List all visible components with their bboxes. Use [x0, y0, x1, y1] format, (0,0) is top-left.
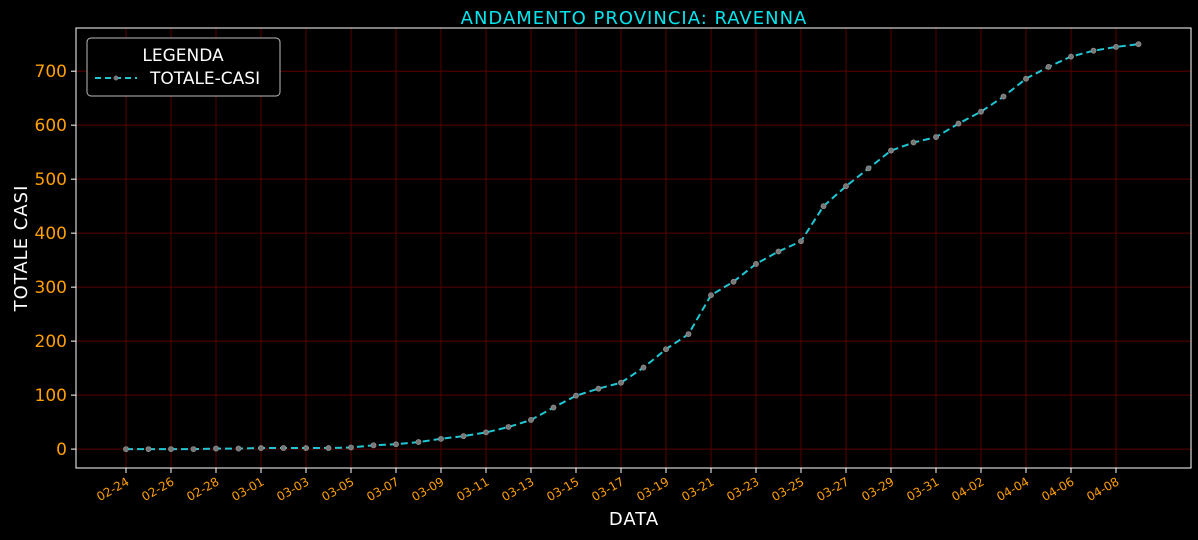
data-point	[168, 446, 174, 453]
data-point	[1000, 93, 1007, 100]
y-tick-label: 400	[35, 224, 67, 244]
x-tick-label: 02-28	[184, 474, 221, 504]
x-axis: 02-24 02-26 02-28 03-01 03-03 03-05 03-07 03-09…	[94, 468, 1122, 504]
y-tick-label: 200	[35, 332, 67, 352]
data-point	[595, 385, 602, 392]
data-point	[438, 435, 444, 442]
data-point	[505, 424, 512, 430]
x-tick-label: 03-25	[769, 474, 806, 504]
y-tick-label: 0	[56, 440, 67, 460]
data-point	[865, 165, 872, 172]
data-point	[888, 147, 894, 154]
x-tick-label: 04-02	[949, 474, 986, 504]
data-point	[708, 292, 714, 299]
x-tick-label: 02-24	[94, 474, 131, 504]
data-point	[1045, 63, 1052, 70]
data-point	[955, 120, 962, 127]
data-point	[730, 278, 737, 285]
data-point	[1135, 41, 1142, 48]
y-tick-label: 100	[35, 386, 67, 406]
data-point	[753, 261, 759, 267]
data-point	[213, 445, 219, 452]
x-tick-label: 02-26	[139, 474, 176, 504]
chart-title: ANDAMENTO PROVINCIA: RAVENNA	[461, 8, 808, 29]
data-point	[280, 445, 287, 451]
data-point	[663, 346, 669, 353]
data-point	[933, 134, 939, 140]
data-point	[348, 444, 354, 451]
grid	[76, 28, 1191, 468]
data-point	[123, 446, 129, 453]
data-point	[1068, 53, 1074, 60]
data-point	[1113, 43, 1119, 50]
x-tick-label: 03-07	[364, 474, 401, 504]
x-tick-label: 03-21	[679, 474, 716, 504]
x-tick-label: 04-08	[1084, 474, 1121, 504]
data-point	[978, 108, 984, 115]
series-line	[126, 43, 1139, 451]
x-tick-label: 03-03	[274, 474, 311, 504]
data-point	[258, 445, 264, 451]
data-point	[1090, 47, 1097, 54]
y-tick-label: 600	[35, 116, 67, 136]
legend-box	[86, 37, 281, 97]
data-point	[528, 417, 534, 423]
y-tick-label: 500	[35, 170, 67, 190]
data-point	[573, 392, 579, 399]
y-tick-label: 300	[35, 278, 67, 298]
data-point	[415, 439, 422, 445]
x-tick-label: 03-31	[904, 474, 941, 504]
data-point	[550, 404, 557, 411]
x-tick-label: 04-04	[994, 474, 1031, 504]
data-point	[640, 364, 647, 371]
data-point	[235, 445, 242, 452]
x-tick-label: 03-15	[544, 474, 581, 504]
x-axis-label: DATA	[609, 509, 659, 530]
x-tick-label: 03-01	[229, 474, 266, 504]
data-point	[370, 442, 377, 449]
x-tick-label: 03-29	[859, 474, 896, 504]
x-tick-label: 03-17	[589, 474, 626, 504]
data-point	[798, 238, 804, 245]
legend-swatch-marker	[113, 75, 119, 81]
data-point	[303, 445, 309, 451]
data-point	[483, 429, 489, 436]
data-point	[325, 445, 332, 451]
plot-frame	[75, 27, 1192, 469]
series-layer	[123, 41, 1142, 453]
data-point	[775, 248, 782, 255]
data-point	[820, 203, 827, 210]
data-point	[843, 183, 849, 190]
legend: LEGENDA TOTALE-CASI	[86, 37, 281, 97]
x-tick-label: 03-05	[319, 474, 356, 504]
x-tick-label: 03-13	[499, 474, 536, 504]
data-point	[145, 446, 152, 453]
y-axis: 0 100 200 300 400 500 600 700	[35, 62, 76, 460]
data-point	[1023, 75, 1029, 82]
y-tick-label: 700	[35, 62, 67, 82]
legend-title: LEGENDA	[142, 46, 224, 66]
x-tick-label: 03-19	[634, 474, 671, 504]
data-point	[393, 441, 399, 448]
legend-entry-label: TOTALE-CASI	[149, 69, 260, 89]
x-tick-label: 04-06	[1039, 474, 1076, 504]
data-point	[910, 139, 917, 146]
x-tick-label: 03-23	[724, 474, 761, 504]
x-tick-label: 03-09	[409, 474, 446, 504]
data-point	[685, 331, 692, 338]
x-tick-label: 03-11	[454, 474, 491, 504]
y-axis-label: TOTALE CASI	[11, 185, 32, 313]
data-point	[190, 446, 197, 453]
data-point	[618, 379, 624, 386]
x-tick-label: 03-27	[814, 474, 851, 504]
data-point	[460, 433, 467, 440]
